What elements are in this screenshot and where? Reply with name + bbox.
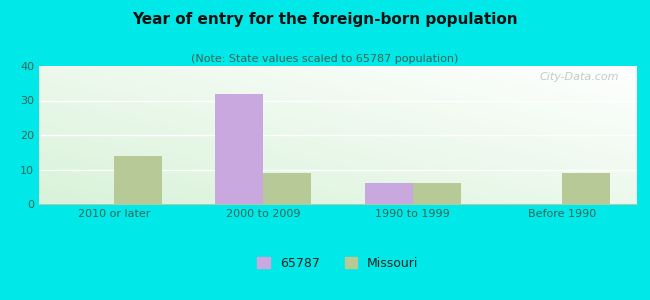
Text: Year of entry for the foreign-born population: Year of entry for the foreign-born popul…: [132, 12, 518, 27]
Text: City-Data.com: City-Data.com: [540, 71, 619, 82]
Bar: [263, 173, 311, 204]
Text: (Note: State values scaled to 65787 population): (Note: State values scaled to 65787 popu…: [191, 54, 459, 64]
Bar: [365, 183, 413, 204]
Bar: [215, 94, 263, 204]
Bar: [413, 183, 461, 204]
Bar: [562, 173, 610, 204]
Legend: 65787, Missouri: 65787, Missouri: [257, 256, 419, 269]
Bar: [114, 156, 162, 204]
